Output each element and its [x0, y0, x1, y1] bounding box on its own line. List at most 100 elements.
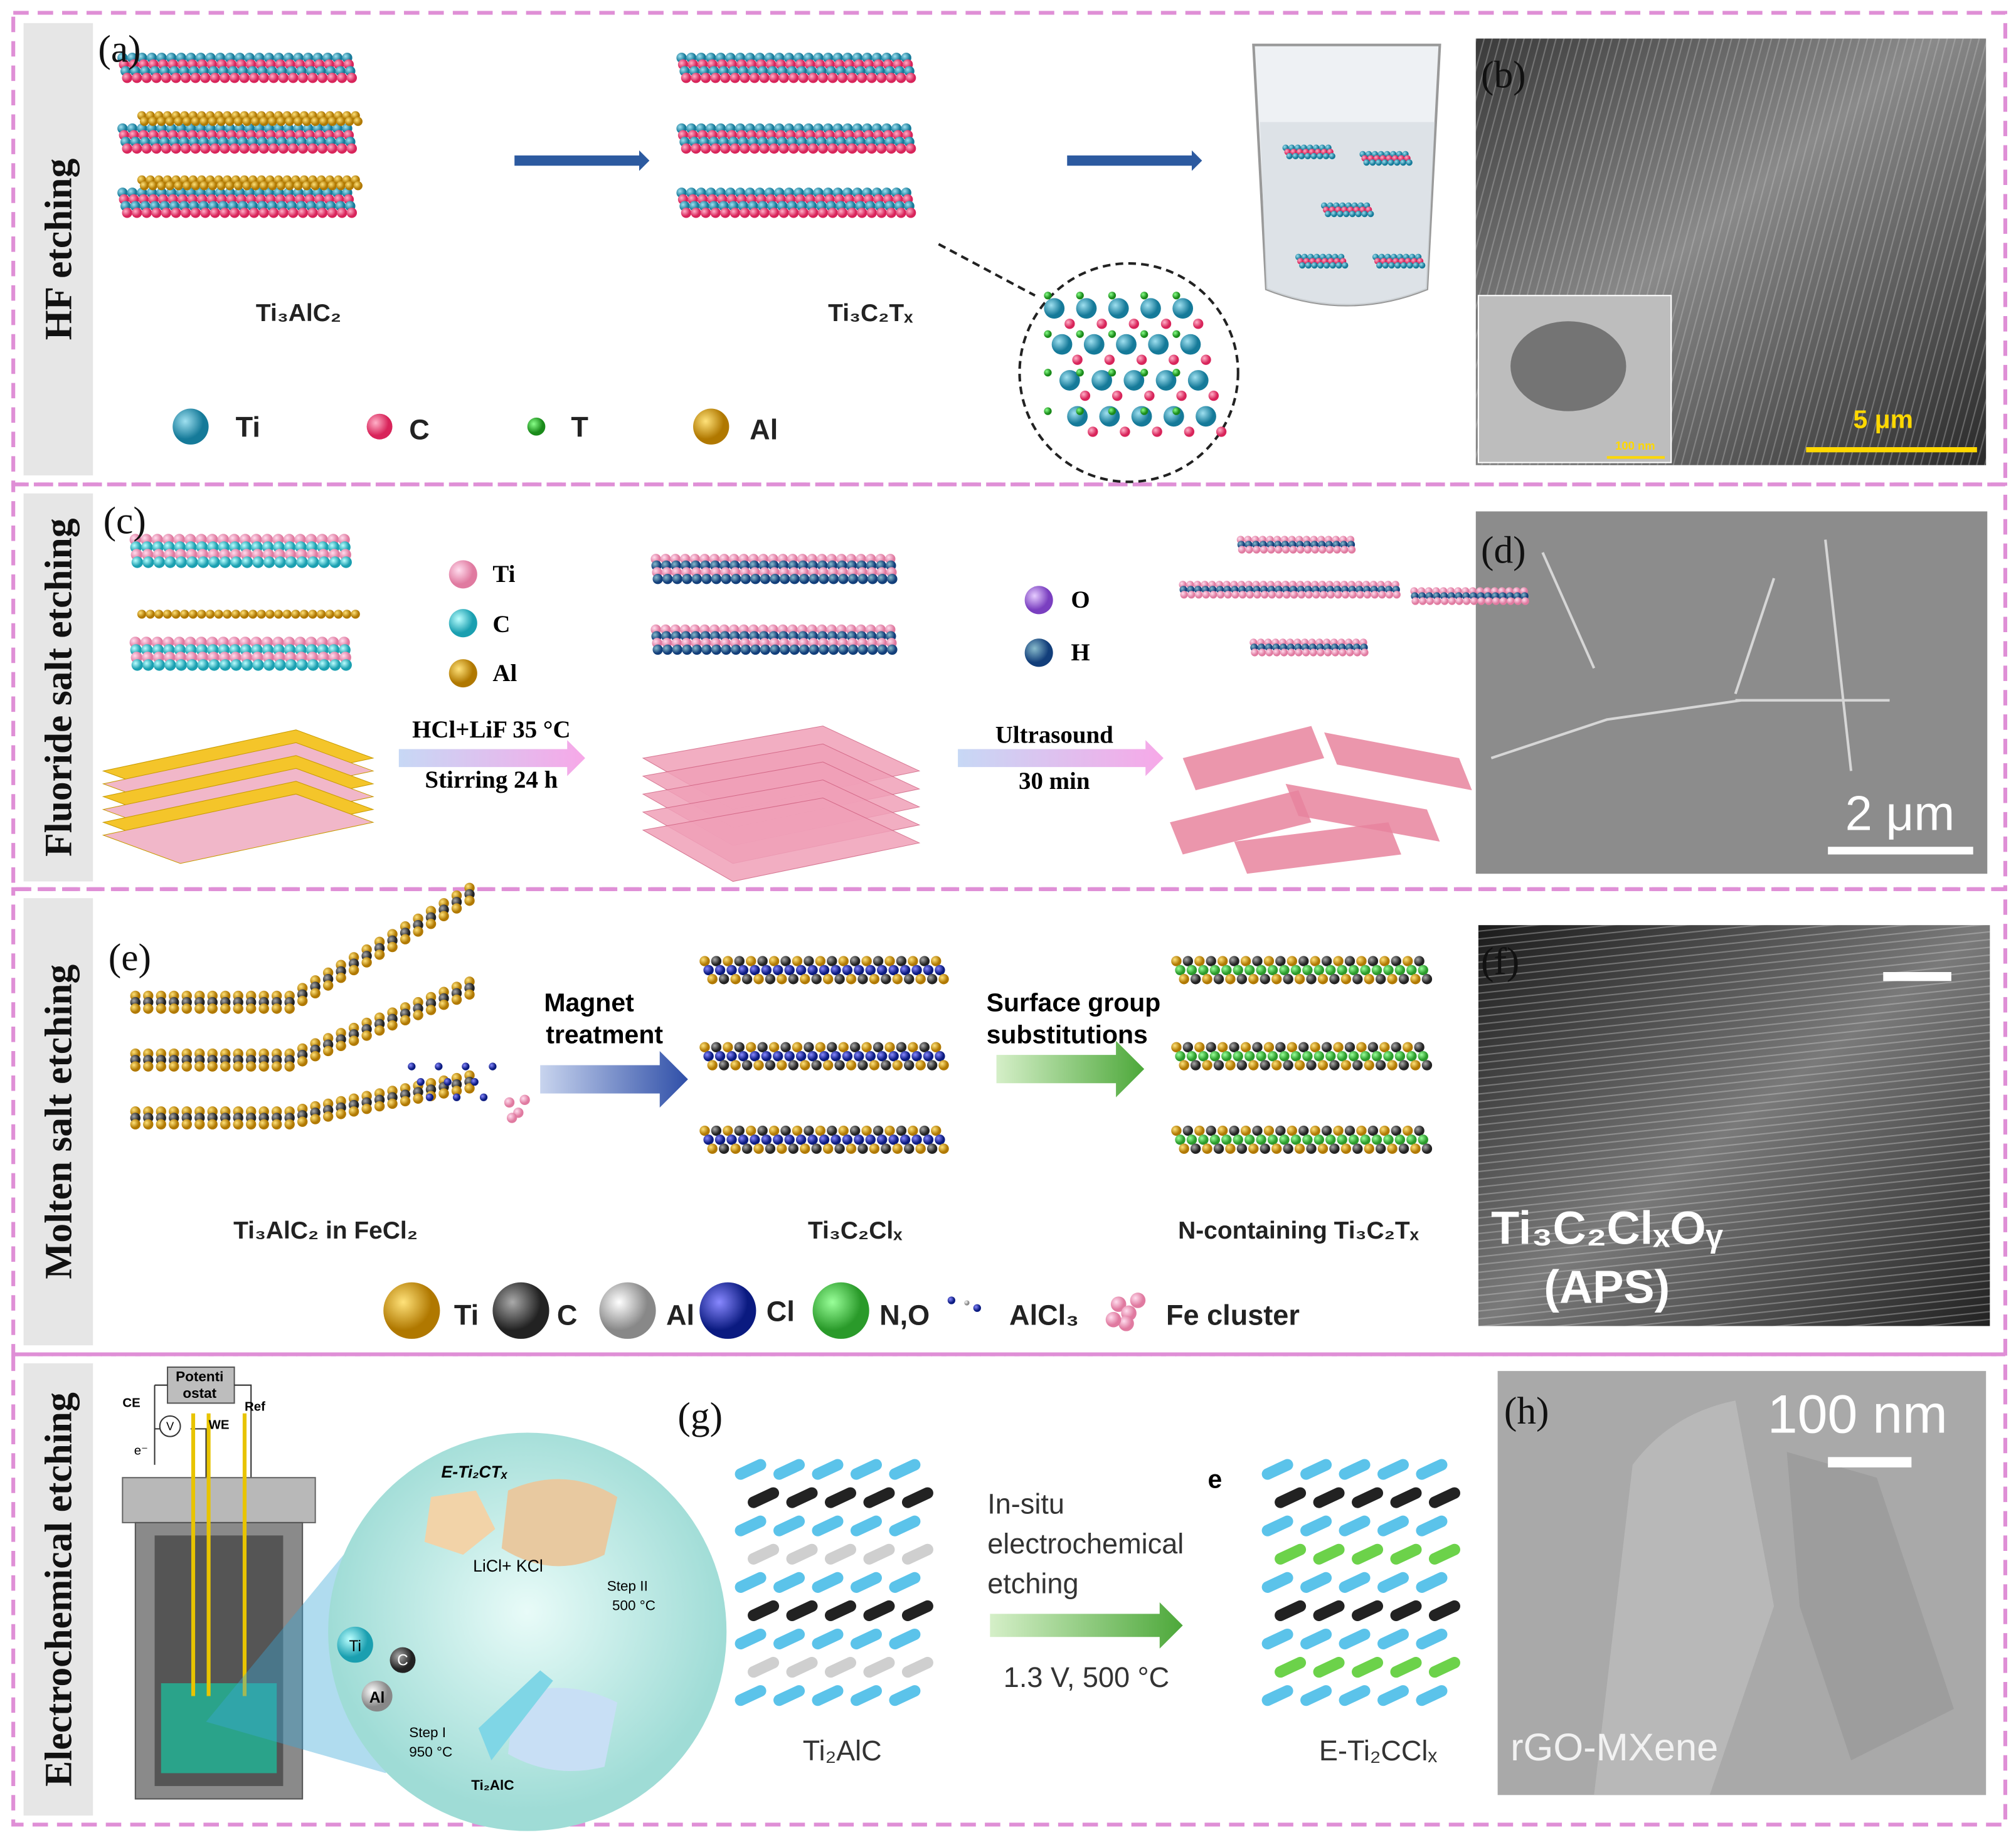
rod-atom: [1352, 1487, 1384, 1508]
atom: [148, 117, 157, 126]
atom: [726, 1050, 737, 1062]
atom: [838, 956, 849, 966]
atom: [770, 644, 780, 655]
panel-tag: (d): [1481, 529, 1526, 571]
atom: [1294, 1060, 1305, 1071]
atom: [1275, 956, 1286, 966]
atom: [1302, 965, 1313, 976]
atom: [720, 143, 731, 154]
atom: [1130, 1293, 1146, 1308]
rod-atom: [1416, 1628, 1448, 1650]
atom: [132, 208, 142, 218]
atom: [1304, 152, 1312, 160]
rod-atom: [735, 1515, 767, 1536]
atom: [142, 659, 154, 671]
panel-tag: (c): [103, 499, 146, 542]
atom: [1385, 591, 1394, 599]
atom: [873, 1042, 884, 1053]
atom: [908, 1125, 918, 1136]
atom: [740, 72, 750, 83]
atom: [915, 974, 926, 985]
atom: [750, 965, 760, 976]
atom: [1290, 1134, 1302, 1145]
atom: [220, 1003, 231, 1014]
atom: [130, 1003, 141, 1014]
rod-atom: [1339, 1515, 1371, 1536]
atom: [778, 143, 789, 154]
atom: [837, 143, 848, 154]
atom: [837, 208, 848, 218]
rod-atom: [735, 1628, 767, 1650]
atom: [734, 956, 745, 966]
micrographs: 5 μm 100 nm 2 μm Ti₃C₂ClₓOᵧ (APS) 100 nm…: [1475, 38, 1990, 1795]
rod-atom: [1261, 1685, 1293, 1706]
frame: [11, 482, 2008, 891]
atom: [1418, 965, 1428, 976]
atom: [834, 1143, 845, 1154]
atom: [1275, 1042, 1286, 1053]
atom: [1233, 1050, 1243, 1062]
atom: [765, 974, 776, 985]
panel-tag: (e): [109, 936, 151, 979]
atom: [291, 610, 300, 619]
atom: [719, 1143, 729, 1154]
atom: [1076, 407, 1084, 415]
atom: [1302, 1134, 1313, 1145]
atom: [854, 1134, 864, 1145]
atom: [759, 72, 770, 83]
bubble-label: 500 °C: [612, 1597, 655, 1613]
legend-label: O: [1071, 586, 1090, 613]
atom: [1216, 426, 1227, 437]
atom: [795, 1134, 807, 1145]
melt: [161, 1683, 277, 1774]
atom: [1283, 974, 1293, 985]
atom: [807, 1050, 818, 1062]
atom: [1076, 330, 1084, 338]
flake: [424, 1490, 496, 1555]
atom: [1379, 956, 1390, 966]
atom: [154, 610, 164, 619]
atom: [773, 1050, 783, 1062]
atom: [413, 1010, 423, 1020]
atom: [1298, 152, 1305, 160]
atom: [297, 208, 309, 218]
atom: [765, 1060, 776, 1071]
atom: [884, 1125, 895, 1136]
step-label: Ultrasound: [995, 721, 1113, 748]
structure-label: Ti₃AlC₂: [256, 300, 341, 327]
legend-label: Al: [750, 414, 778, 446]
atom: [132, 143, 142, 154]
atom: [887, 644, 898, 655]
atom: [1236, 1143, 1248, 1154]
atom: [268, 117, 277, 126]
atom: [800, 974, 810, 985]
arrow: [996, 1040, 1145, 1097]
atom: [1271, 1060, 1282, 1071]
sheet: [1324, 732, 1472, 791]
atom: [374, 1101, 385, 1112]
atom: [1394, 262, 1401, 269]
atom: [1044, 407, 1052, 415]
atom: [1202, 1060, 1212, 1071]
atom: [1340, 1143, 1352, 1154]
atom: [317, 72, 328, 83]
rod-atom: [786, 1600, 818, 1622]
atom: [438, 911, 449, 922]
atom: [151, 208, 162, 218]
atom: [1393, 591, 1401, 599]
atom: [846, 1143, 857, 1154]
atom: [886, 208, 897, 218]
atom: [1387, 1060, 1398, 1071]
atom: [792, 1125, 803, 1136]
rod-atom: [812, 1628, 844, 1650]
atom: [703, 1050, 714, 1062]
atom: [1208, 390, 1219, 401]
rod-atom: [1352, 1600, 1384, 1622]
atom: [788, 143, 799, 154]
atom: [753, 1060, 764, 1071]
row-band: [23, 23, 93, 476]
atom: [1342, 262, 1349, 269]
atom: [248, 208, 260, 218]
atom: [711, 956, 722, 966]
atom: [768, 143, 780, 154]
